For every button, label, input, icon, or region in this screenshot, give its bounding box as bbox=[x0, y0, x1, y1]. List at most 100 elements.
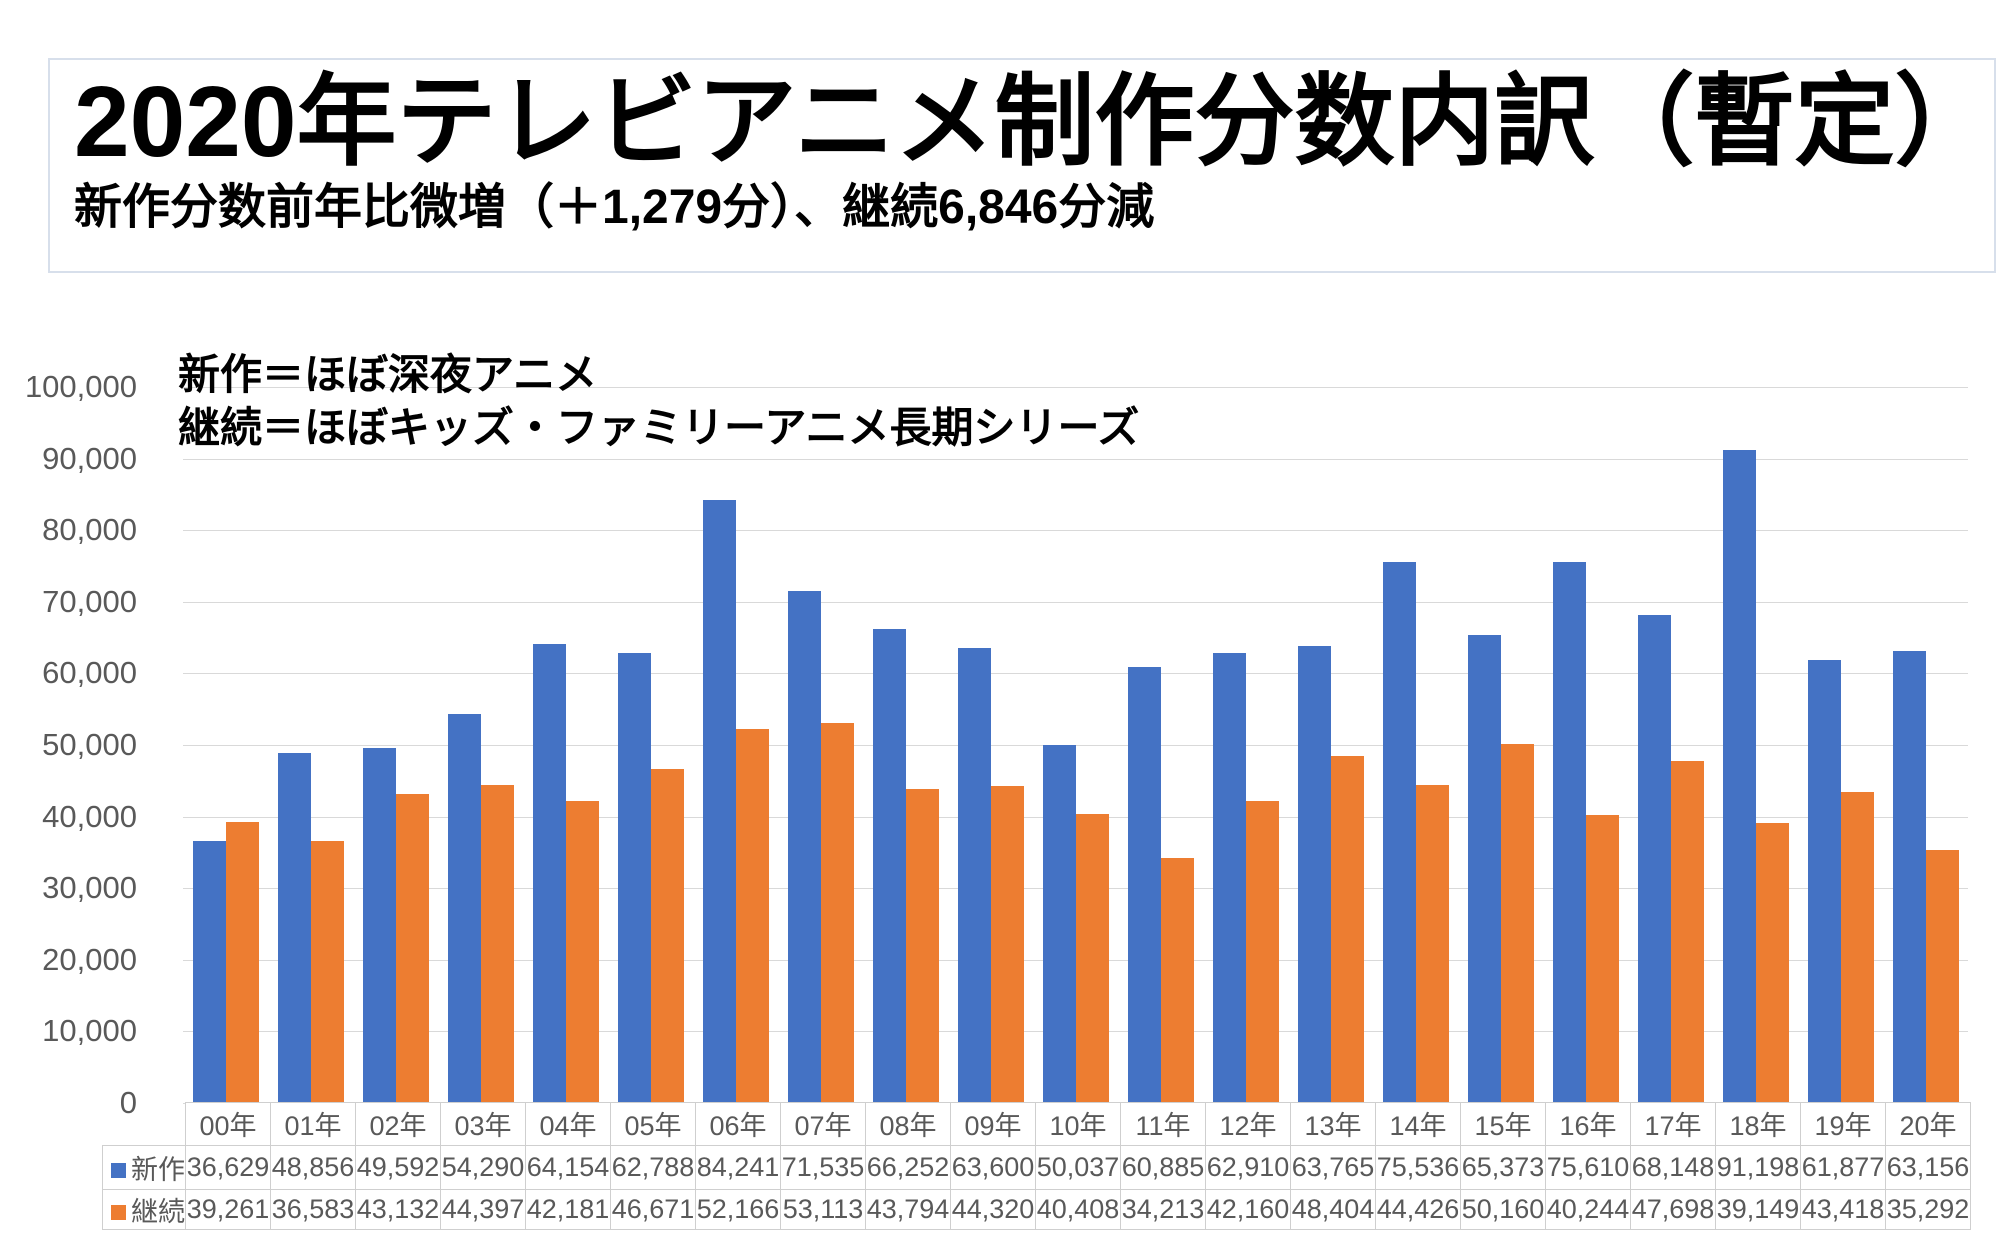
value-cell: 40,408 bbox=[1035, 1188, 1121, 1230]
year-header-cell: 07年 bbox=[780, 1102, 866, 1146]
bar-group-16年 bbox=[1543, 387, 1628, 1103]
value-cell: 61,877 bbox=[1800, 1144, 1886, 1190]
bar-series-0-07年 bbox=[787, 591, 821, 1103]
bar-series-0-09年 bbox=[957, 648, 991, 1103]
value-cell: 63,600 bbox=[950, 1144, 1036, 1190]
bar-series-0-06年 bbox=[702, 500, 736, 1103]
value-cell: 50,037 bbox=[1035, 1144, 1121, 1190]
bar-series-1-19年 bbox=[1840, 792, 1874, 1103]
value-cell: 84,241 bbox=[695, 1144, 781, 1190]
y-axis-labels: 100,000 90,000 80,000 70,000 60,000 50,000 40,… bbox=[0, 369, 137, 1120]
year-header-cell: 12年 bbox=[1205, 1102, 1291, 1146]
bar-series-0-15年 bbox=[1467, 635, 1501, 1103]
bar-series-0-18年 bbox=[1722, 450, 1756, 1103]
y-tick-label: 50,000 bbox=[42, 727, 137, 762]
bar-series-0-12年 bbox=[1212, 653, 1246, 1103]
value-cell: 48,404 bbox=[1290, 1188, 1376, 1230]
value-cell: 46,671 bbox=[610, 1188, 696, 1230]
year-header-cell: 01年 bbox=[270, 1102, 356, 1146]
value-cell: 43,418 bbox=[1800, 1188, 1886, 1230]
value-cell: 35,292 bbox=[1885, 1188, 1971, 1230]
bar-series-0-14年 bbox=[1382, 562, 1416, 1103]
bar-group-08年 bbox=[863, 387, 948, 1103]
bar-series-0-05年 bbox=[617, 653, 651, 1103]
value-cell: 34,213 bbox=[1120, 1188, 1206, 1230]
bar-series-1-12年 bbox=[1245, 801, 1279, 1103]
value-cell: 39,149 bbox=[1715, 1188, 1801, 1230]
bar-series-0-02年 bbox=[362, 748, 396, 1103]
bar-group-05年 bbox=[608, 387, 693, 1103]
year-header-cell: 20年 bbox=[1885, 1102, 1971, 1146]
bar-series-0-11年 bbox=[1127, 667, 1161, 1103]
legend-label: 継続 bbox=[131, 1196, 185, 1227]
bar-series-1-16年 bbox=[1585, 815, 1619, 1103]
bar-group-10年 bbox=[1033, 387, 1118, 1103]
value-cell: 64,154 bbox=[525, 1144, 611, 1190]
value-cell: 63,765 bbox=[1290, 1144, 1376, 1190]
chart-annotation: 新作＝ほぼ深夜アニメ 継続＝ほぼキッズ・ファミリーアニメ長期シリーズ bbox=[178, 348, 1139, 454]
year-header-cell: 02年 bbox=[355, 1102, 441, 1146]
bar-series-1-10年 bbox=[1075, 814, 1109, 1103]
value-cell: 65,373 bbox=[1460, 1144, 1546, 1190]
bar-group-00年 bbox=[183, 387, 268, 1103]
bar-series-1-15年 bbox=[1500, 744, 1534, 1103]
bar-series-1-04年 bbox=[565, 801, 599, 1103]
value-cell: 36,629 bbox=[185, 1144, 271, 1190]
bar-series-1-08年 bbox=[905, 789, 939, 1103]
year-header-cell: 03年 bbox=[440, 1102, 526, 1146]
value-cell: 42,160 bbox=[1205, 1188, 1291, 1230]
value-cell: 44,320 bbox=[950, 1188, 1036, 1230]
bar-group-09年 bbox=[948, 387, 1033, 1103]
y-tick-label: 80,000 bbox=[42, 512, 137, 547]
bar-series-0-13年 bbox=[1297, 646, 1331, 1103]
bar-series-0-16年 bbox=[1552, 562, 1586, 1103]
y-tick-label: 90,000 bbox=[42, 441, 137, 476]
value-cell: 75,610 bbox=[1545, 1144, 1631, 1190]
value-cell: 50,160 bbox=[1460, 1188, 1546, 1230]
y-tick-label: 0 bbox=[119, 1085, 137, 1120]
bar-series-0-00年 bbox=[192, 841, 226, 1103]
value-cell: 75,536 bbox=[1375, 1144, 1461, 1190]
year-header-cell: 08年 bbox=[865, 1102, 951, 1146]
table-row: 新作 36,629 48,856 49,592 54,290 64,154 62,788 84… bbox=[102, 1144, 1971, 1190]
legend-cell-series-0: 新作 bbox=[102, 1144, 186, 1190]
y-tick-label: 100,000 bbox=[24, 369, 137, 404]
bar-group-06年 bbox=[693, 387, 778, 1103]
value-cell: 68,148 bbox=[1630, 1144, 1716, 1190]
legend-cell-series-1: 継続 bbox=[102, 1188, 186, 1230]
bar-group-02年 bbox=[353, 387, 438, 1103]
bar-series-1-05年 bbox=[650, 769, 684, 1103]
title-box: 2020年テレビアニメ制作分数内訳（暫定） 新作分数前年比微増（＋1,279分）… bbox=[48, 58, 1996, 273]
bar-group-17年 bbox=[1628, 387, 1713, 1103]
bars-container bbox=[183, 387, 1968, 1103]
annotation-line-2: 継続＝ほぼキッズ・ファミリーアニメ長期シリーズ bbox=[178, 404, 1140, 451]
y-tick-label: 60,000 bbox=[42, 655, 137, 690]
value-cell: 62,910 bbox=[1205, 1144, 1291, 1190]
value-cell: 62,788 bbox=[610, 1144, 696, 1190]
year-header-cell: 10年 bbox=[1035, 1102, 1121, 1146]
bar-group-11年 bbox=[1118, 387, 1203, 1103]
bar-series-1-11年 bbox=[1160, 858, 1194, 1103]
bar-series-0-08年 bbox=[872, 629, 906, 1103]
legend-swatch-icon bbox=[111, 1204, 126, 1220]
value-cell: 91,198 bbox=[1715, 1144, 1801, 1190]
bar-series-1-01年 bbox=[310, 841, 344, 1103]
value-cell: 60,885 bbox=[1120, 1144, 1206, 1190]
bar-series-0-17年 bbox=[1637, 615, 1671, 1103]
data-table: 00年 01年 02年 03年 04年 05年 06年 07年 08年 09年 10年 11年 12年 1… bbox=[102, 1102, 1971, 1230]
value-cell: 40,244 bbox=[1545, 1188, 1631, 1230]
table-row: 継続 39,261 36,583 43,132 44,397 42,181 46,671 52… bbox=[102, 1188, 1971, 1230]
year-header-cell: 15年 bbox=[1460, 1102, 1546, 1146]
bar-group-12年 bbox=[1203, 387, 1288, 1103]
year-header-cell: 05年 bbox=[610, 1102, 696, 1146]
gridline bbox=[183, 459, 1968, 460]
year-header-cell: 14年 bbox=[1375, 1102, 1461, 1146]
gridline bbox=[183, 602, 1968, 603]
bar-series-1-06年 bbox=[735, 729, 769, 1103]
year-header-cell: 11年 bbox=[1120, 1102, 1206, 1146]
year-header-cell: 16年 bbox=[1545, 1102, 1631, 1146]
legend-label: 新作 bbox=[131, 1154, 185, 1185]
bar-series-1-17年 bbox=[1670, 761, 1704, 1103]
bar-group-14年 bbox=[1373, 387, 1458, 1103]
